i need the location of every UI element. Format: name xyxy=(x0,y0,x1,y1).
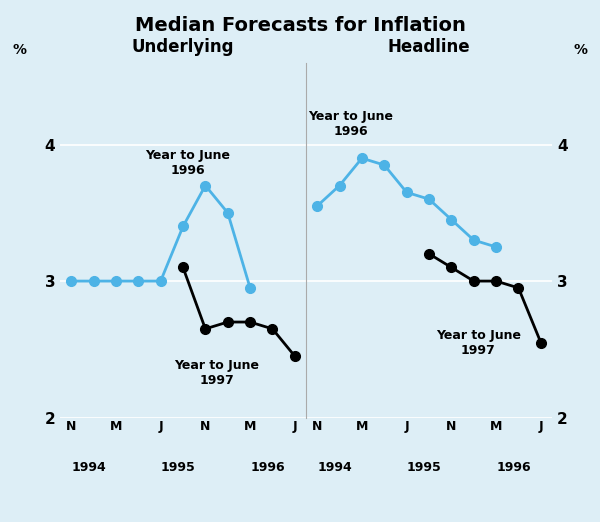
Text: 1995: 1995 xyxy=(161,461,196,474)
Text: Year to June
1997: Year to June 1997 xyxy=(174,359,259,387)
Text: Median Forecasts for Inflation: Median Forecasts for Inflation xyxy=(134,16,466,34)
Text: Underlying: Underlying xyxy=(132,38,234,55)
Text: 1994: 1994 xyxy=(317,461,352,474)
Text: 1996: 1996 xyxy=(496,461,531,474)
Text: 1995: 1995 xyxy=(407,461,442,474)
Text: %: % xyxy=(12,43,26,56)
Text: Year to June
1997: Year to June 1997 xyxy=(436,329,521,357)
Text: Headline: Headline xyxy=(388,38,470,55)
Text: Year to June
1996: Year to June 1996 xyxy=(308,110,393,138)
Text: 1996: 1996 xyxy=(250,461,285,474)
Text: %: % xyxy=(574,43,588,56)
Text: 1994: 1994 xyxy=(71,461,106,474)
Text: Year to June
1996: Year to June 1996 xyxy=(145,149,230,177)
